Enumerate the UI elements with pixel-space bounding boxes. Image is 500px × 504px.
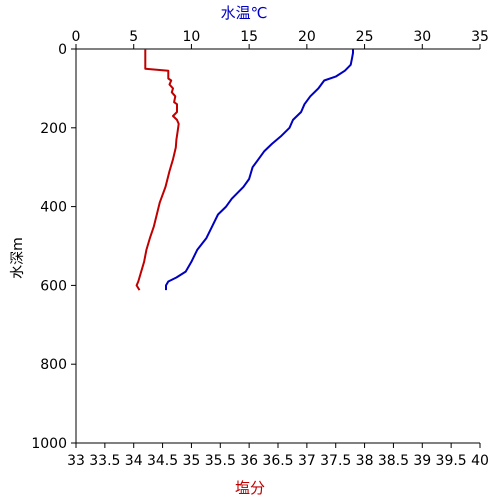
left-axis-tick-label: 600 (40, 278, 67, 294)
top-axis-tick-label: 30 (413, 29, 431, 45)
salinity-line (135, 49, 180, 291)
top-axis-tick-label: 15 (240, 29, 258, 45)
bottom-axis-tick-label: 37 (298, 453, 316, 469)
left-axis-tick-label: 400 (40, 200, 67, 216)
bottom-axis-tick-label: 35 (183, 453, 201, 469)
top-axis-title: 水温℃ (221, 4, 268, 22)
bottom-axis-tick-label: 36 (240, 453, 258, 469)
top-axis-tick-label: 20 (298, 29, 316, 45)
bottom-axis-title: 塩分 (235, 479, 265, 497)
left-axis-tick-label: 1000 (31, 436, 67, 452)
bottom-axis-tick-label: 33 (67, 453, 85, 469)
bottom-axis-tick-label: 33.5 (89, 453, 120, 469)
bottom-axis-tick-label: 34 (125, 453, 143, 469)
bottom-axis-tick-label: 40 (471, 453, 489, 469)
top-axis-tick-label: 35 (471, 29, 489, 45)
bottom-axis-tick-label: 39 (413, 453, 431, 469)
bottom-axis-tick-label: 34.5 (147, 453, 178, 469)
water-temperature-line (165, 49, 354, 291)
bottom-axis-tick-label: 36.5 (262, 453, 293, 469)
top-axis-tick-label: 5 (129, 29, 138, 45)
bottom-axis-tick-label: 35.5 (205, 453, 236, 469)
left-axis-tick-label: 200 (40, 121, 67, 137)
bottom-axis-tick-label: 39.5 (436, 453, 467, 469)
bottom-axis-tick-label: 37.5 (320, 453, 351, 469)
bottom-axis-tick-label: 38 (356, 453, 374, 469)
left-axis-title: 水深m (10, 237, 26, 279)
series-lines (135, 49, 354, 291)
top-axis-tick-label: 25 (356, 29, 374, 45)
left-axis-tick-label: 800 (40, 357, 67, 373)
top-axis-tick-label: 0 (72, 29, 81, 45)
top-axis-tick-label: 10 (183, 29, 201, 45)
bottom-axis-tick-label: 38.5 (378, 453, 409, 469)
left-axis-tick-label: 0 (58, 42, 67, 58)
